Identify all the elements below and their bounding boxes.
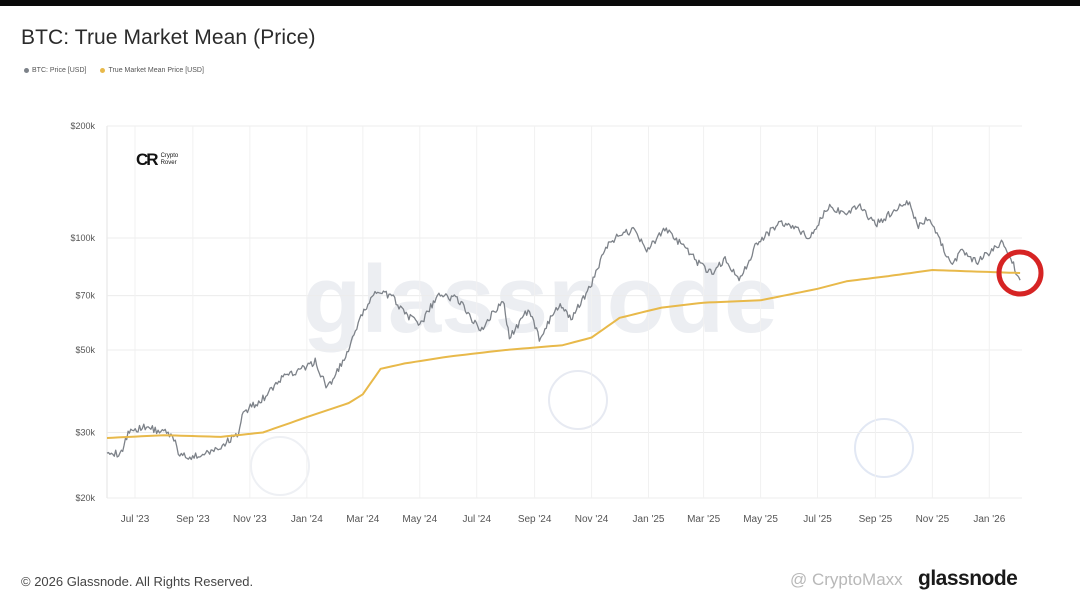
x-tick-label: Mar '24 <box>346 514 379 525</box>
copyright-footer: © 2026 Glassnode. All Rights Reserved. <box>21 574 254 589</box>
y-tick-label: $100k <box>70 233 95 243</box>
crypto-rover-logo: CR Crypto Rover <box>136 150 178 170</box>
legend-label: True Market Mean Price [USD] <box>108 67 204 74</box>
glassnode-brand-logo: glassnode <box>918 567 1018 590</box>
series-line-btc-price <box>106 200 1021 461</box>
logo-text: Crypto Rover <box>161 153 179 167</box>
logo-line-2: Rover <box>160 160 177 166</box>
red-circle-highlight-icon <box>996 249 1044 297</box>
x-tick-label: Jan '26 <box>973 514 1005 525</box>
x-tick-label: Jul '25 <box>803 514 832 525</box>
chart-plot: glassnode $20k $30k $50k $70k $100k $200k Jul… <box>70 121 1044 525</box>
x-tick-label: Nov '24 <box>575 514 609 525</box>
x-tick-label: Nov '23 <box>233 514 267 525</box>
watermark-circle-icon <box>250 436 310 496</box>
y-axis-ticks: $20k $30k $50k $70k $100k $200k <box>70 121 95 503</box>
y-tick-label: $200k <box>70 121 95 131</box>
top-bar <box>0 0 1080 6</box>
y-tick-label: $70k <box>75 291 95 301</box>
legend-label: BTC: Price [USD] <box>32 67 87 74</box>
social-handle-watermark: @ CryptoMaxx <box>790 570 903 589</box>
x-tick-label: Jan '24 <box>291 514 323 525</box>
watermark-text: glassnode <box>303 246 778 353</box>
x-tick-label: Sep '23 <box>176 514 210 525</box>
x-tick-label: May '24 <box>402 514 437 525</box>
series-line-true-market-mean <box>106 269 1021 439</box>
x-axis-ticks: Jul '23 Sep '23 Nov '23 Jan '24 Mar '24 May '… <box>121 514 1006 525</box>
x-tick-label: Jul '24 <box>462 514 491 525</box>
x-tick-label: Mar '25 <box>687 514 720 525</box>
x-tick-label: Nov '25 <box>916 514 950 525</box>
x-tick-label: Jul '23 <box>121 514 150 525</box>
y-tick-label: $30k <box>75 427 95 437</box>
logo-line-1: Crypto <box>160 153 179 159</box>
x-tick-label: May '25 <box>743 514 778 525</box>
legend: BTC: Price [USD] True Market Mean Price … <box>24 67 204 74</box>
legend-dot-icon <box>100 68 106 73</box>
watermark-circle-icon <box>854 418 914 478</box>
chart-title: BTC: True Market Mean (Price) <box>21 26 316 49</box>
x-tick-label: Jan '25 <box>633 514 665 525</box>
legend-item-true-market-mean[interactable]: True Market Mean Price [USD] <box>100 67 204 74</box>
legend-dot-icon <box>24 68 29 73</box>
logo-mark: CR <box>136 150 159 169</box>
y-tick-label: $20k <box>75 493 95 503</box>
x-tick-label: Sep '25 <box>859 514 893 525</box>
y-tick-label: $50k <box>75 345 95 355</box>
watermark-circle-icon <box>548 370 608 430</box>
x-tick-label: Sep '24 <box>518 514 552 525</box>
series-lines <box>106 200 1021 461</box>
legend-item-btc-price[interactable]: BTC: Price [USD] <box>24 67 86 74</box>
